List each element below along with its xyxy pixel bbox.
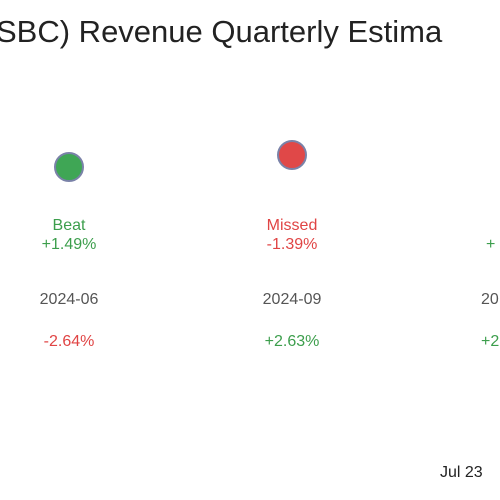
date: 2024-06 [39, 291, 99, 308]
beat-dot [54, 152, 84, 182]
date: 2024-09 [262, 291, 322, 308]
status: Beat [52, 217, 86, 234]
change: +2 [481, 333, 500, 350]
surprise: + [486, 236, 496, 253]
title: SBC) Revenue Quarterly Estima [0, 14, 443, 49]
date: 20 [481, 291, 499, 308]
change: -2.64% [43, 333, 95, 350]
surprise: +1.49% [41, 236, 97, 253]
footer-date: Jul 23 [440, 464, 483, 481]
surprise: -1.39% [266, 236, 318, 253]
missed-dot [277, 140, 307, 170]
status: Missed [266, 217, 318, 234]
change: +2.63% [264, 333, 320, 350]
